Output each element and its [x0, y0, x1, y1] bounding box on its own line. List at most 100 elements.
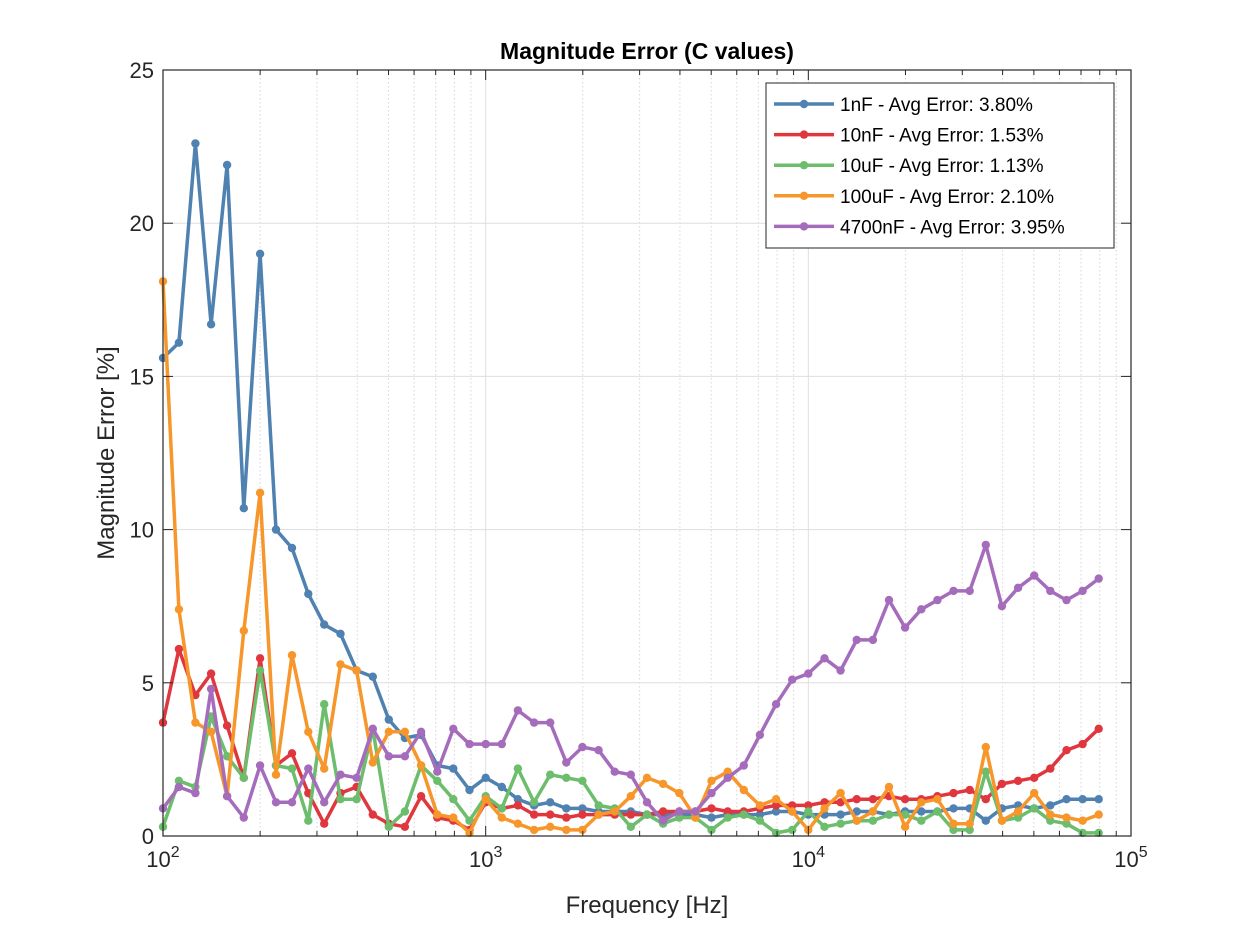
legend-swatch-marker	[799, 191, 809, 200]
data-point	[707, 804, 716, 813]
data-point	[384, 727, 393, 736]
data-point	[546, 718, 555, 727]
data-point	[949, 804, 958, 813]
data-point	[642, 798, 652, 807]
data-point	[206, 669, 216, 678]
data-point	[513, 819, 523, 828]
data-point	[836, 819, 845, 828]
data-point	[675, 813, 684, 822]
data-point	[239, 626, 248, 635]
series-layer	[158, 139, 1103, 838]
data-point	[336, 660, 345, 669]
data-point	[206, 727, 216, 736]
data-point	[917, 816, 926, 825]
data-point	[981, 767, 990, 776]
data-point	[1013, 807, 1023, 816]
data-point	[513, 801, 523, 810]
data-point	[900, 795, 910, 804]
legend-item: 10nF - Avg Error: 1.53%	[774, 126, 1044, 147]
data-point	[287, 749, 297, 758]
tick-labels: 0 5 10 15 20 25 102 103 104 105	[130, 58, 1148, 872]
data-point	[1062, 746, 1071, 755]
legend-item: 100uF - Avg Error: 2.10%	[774, 187, 1054, 208]
data-point	[707, 813, 716, 822]
data-point	[546, 770, 555, 779]
data-point	[836, 788, 845, 798]
data-point	[546, 810, 555, 819]
data-point	[884, 810, 894, 819]
data-point	[271, 770, 281, 779]
y-tick-label: 15	[130, 364, 154, 389]
data-point	[804, 801, 813, 810]
data-point	[642, 773, 652, 782]
legend-item: 10uF - Avg Error: 1.13%	[774, 156, 1044, 177]
data-point	[981, 540, 990, 550]
data-point	[949, 819, 958, 828]
data-point	[400, 752, 410, 761]
data-point	[1046, 801, 1055, 810]
data-point	[691, 807, 700, 816]
data-point	[174, 605, 184, 614]
data-point	[868, 635, 878, 645]
y-tick-label: 0	[142, 824, 154, 849]
data-point	[255, 761, 265, 770]
data-point	[529, 718, 539, 727]
legend-item: 1nF - Avg Error: 3.80%	[774, 95, 1033, 116]
data-point	[610, 767, 619, 776]
data-point	[239, 773, 248, 782]
data-point	[497, 739, 506, 749]
data-point	[255, 654, 265, 663]
data-point	[1030, 804, 1039, 813]
data-point	[658, 816, 668, 825]
data-point	[820, 654, 829, 663]
data-point	[1062, 819, 1071, 828]
data-point	[949, 825, 958, 835]
data-point	[206, 684, 216, 694]
data-point	[771, 700, 781, 709]
data-point	[578, 825, 587, 835]
data-point	[481, 795, 490, 804]
data-point	[723, 813, 732, 822]
legend-label: 100uF - Avg Error: 2.10%	[840, 187, 1054, 208]
data-point	[949, 788, 958, 798]
data-point	[820, 822, 829, 831]
data-point	[191, 718, 200, 727]
data-point	[707, 788, 716, 798]
data-point	[723, 767, 732, 776]
data-point	[433, 776, 442, 785]
data-point	[997, 779, 1007, 789]
data-point	[546, 798, 555, 807]
data-point	[497, 813, 506, 822]
data-point	[1046, 764, 1055, 773]
data-point	[739, 761, 748, 770]
data-point	[320, 819, 329, 828]
data-point	[981, 742, 990, 752]
data-point	[755, 801, 765, 810]
data-point	[400, 727, 410, 736]
y-tick-label: 25	[130, 58, 154, 83]
x-tick-label: 103	[469, 844, 502, 872]
data-point	[1046, 810, 1055, 819]
data-point	[691, 813, 700, 822]
data-point	[965, 825, 974, 835]
data-point	[336, 795, 345, 804]
y-tick-label: 20	[130, 211, 154, 236]
y-axis-label: Magnitude Error [%]	[93, 346, 120, 559]
data-point	[675, 788, 684, 798]
data-point	[416, 792, 426, 801]
data-point	[255, 666, 265, 675]
data-point	[174, 338, 184, 347]
data-point	[465, 739, 474, 749]
data-point	[836, 798, 845, 807]
data-point	[529, 825, 539, 835]
data-point	[562, 825, 571, 835]
data-point	[997, 816, 1007, 825]
data-point	[465, 828, 474, 838]
data-point	[771, 801, 781, 810]
data-point	[933, 807, 942, 816]
data-point	[933, 595, 942, 605]
data-point	[804, 807, 813, 816]
data-point	[578, 810, 587, 819]
y-tick-label: 10	[130, 518, 154, 543]
data-point	[804, 669, 813, 678]
